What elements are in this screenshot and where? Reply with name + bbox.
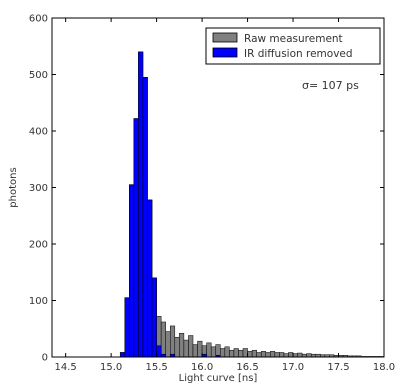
histogram-bar [175,337,180,357]
histogram-bar [211,347,216,357]
legend-swatch-ir-diffusion-removed [213,48,237,57]
y-tick-label: 300 [29,183,48,194]
histogram-bar [266,352,271,357]
histogram-bar [152,278,157,357]
histogram-bar [307,354,312,357]
x-axis-ticks: 14.5 15.0 15.5 16.0 16.5 17.0 17.5 18.0 [55,18,396,373]
y-tick-label: 200 [29,240,48,251]
histogram-bar [288,352,293,357]
histogram-bar [261,351,266,357]
histogram-bar [161,322,166,357]
ir-diffusion-removed-bars [120,52,220,357]
histogram-bar [120,352,125,357]
histogram-bar [225,347,230,357]
histogram-bar [252,350,257,357]
histogram-bar [125,298,130,357]
histogram-bar [298,353,303,357]
histogram-bar [129,185,134,357]
x-tick-label: 17.0 [282,362,304,373]
histogram-bar [238,350,243,357]
x-tick-label: 15.5 [145,362,167,373]
y-tick-label: 400 [29,127,48,138]
histogram-bar [284,354,289,357]
y-tick-label: 600 [29,14,48,25]
histogram-bar [229,350,234,357]
histogram-bar [279,352,284,357]
x-tick-label: 18.0 [373,362,395,373]
histogram-bar [134,119,139,357]
plot-frame [52,18,384,357]
histogram-bar [220,349,225,357]
x-tick-label: 17.5 [327,362,349,373]
histogram-bar [157,346,162,357]
histogram-bar [270,351,275,357]
sigma-annotation: σ= 107 ps [302,79,359,92]
legend-label-raw-measurement: Raw measurement [244,33,343,45]
y-tick-label: 0 [42,353,48,364]
histogram-bar [193,345,198,357]
x-axis-label: Light curve [ns] [179,373,258,384]
legend-swatch-raw-measurement [213,33,237,42]
histogram-bar [207,343,212,357]
x-tick-label: 16.5 [236,362,258,373]
histogram-bar [243,349,248,357]
histogram-bar [257,352,262,357]
histogram-bar [248,351,253,357]
histogram-bar [188,336,193,357]
histogram-bar [170,326,175,357]
y-axis-ticks: 0 100 200 300 400 500 600 [29,14,384,364]
histogram-bar [166,332,171,357]
histogram-bar [148,200,153,357]
histogram-bar [275,352,280,357]
y-tick-label: 100 [29,296,48,307]
histogram-bar [143,77,148,357]
x-tick-label: 14.5 [55,362,77,373]
histogram-bar [198,341,203,357]
histogram-bar [293,354,298,357]
histogram-bar [184,340,189,357]
histogram-bar [138,52,143,357]
x-tick-label: 15.0 [100,362,122,373]
raw-measurement-bars [120,52,384,357]
histogram-bar [179,333,184,357]
y-axis-label: photons [8,167,19,207]
x-tick-label: 16.0 [191,362,213,373]
histogram-bar [234,349,239,357]
legend: Raw measurement IR diffusion removed [206,28,380,64]
y-tick-label: 500 [29,70,48,81]
legend-label-ir-diffusion-removed: IR diffusion removed [244,48,353,60]
